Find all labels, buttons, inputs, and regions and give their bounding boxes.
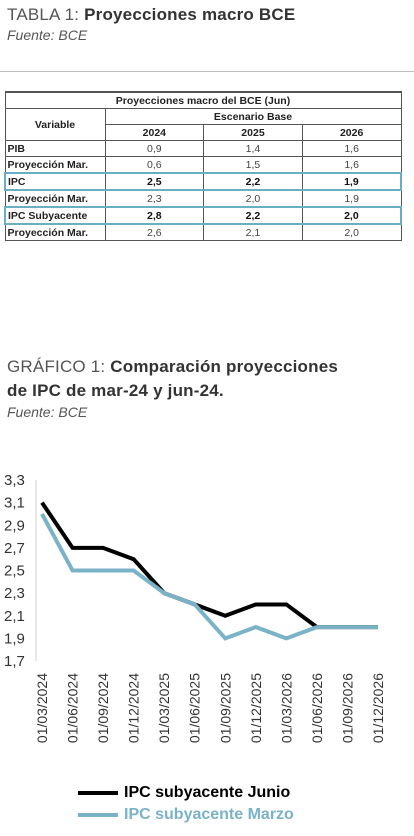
cell-value: 2,0 [301,206,402,225]
table-row: Proyección Mar. 2,3 2,0 1,9 [4,189,402,208]
y-tick-label: 2,5 [4,563,25,580]
y-tick-label: 3,3 [4,472,25,489]
cell-value: 1,5 [203,156,303,174]
legend-item-marzo: IPC subyacente Marzo [78,804,294,826]
table-title-main: Proyecciones macro BCE [84,5,296,24]
table-row: PIB 0,9 1,4 1,6 [4,140,402,157]
cell-value: 0,9 [104,140,205,157]
cell-value: 1,6 [301,140,402,157]
x-tick-label: 01/12/2024 [126,673,142,743]
ipc-projections-chart: 1,71,92,12,32,52,72,93,13,3 01/03/2024 01… [4,472,386,743]
table-row: Proyección Mar. 0,6 1,5 1,6 [4,156,402,174]
legend-item-junio: IPC subyacente Junio [78,782,294,804]
y-axis: 1,7 1,9 2,1 2,3 2,5 2,7 2,9 3,1 3,3 [4,472,37,670]
x-tick-label: 01/06/2025 [187,673,203,743]
y-tick-label: 1,9 [4,630,25,647]
x-tick-label: 01/03/2025 [156,673,172,743]
x-tick-label: 01/03/2026 [278,673,294,743]
x-tick-label: 01/09/2025 [217,673,233,743]
cell-value: 0,6 [104,156,205,174]
x-tick-label: 01/09/2026 [339,673,355,743]
chart-title-line1: Comparación proyecciones [110,357,339,376]
year-header-2024: 2024 [104,124,205,141]
y-tick-label: 3,1 [4,495,25,512]
table-title: TABLA 1: Proyecciones macro BCE [7,4,295,26]
table-caption: Proyecciones macro del BCE (Jun) [4,91,402,109]
legend-label-junio: IPC subyacente Junio [124,784,291,801]
variable-header: Variable [4,108,106,141]
x-tick-label: 01/09/2024 [95,673,111,743]
section-divider [0,71,414,72]
x-tick-label: 01/12/2025 [248,673,264,743]
row-label: PIB [4,140,106,157]
cell-value: 1,9 [301,189,402,208]
x-tick-label: 01/12/2026 [370,673,386,743]
x-tick-label: 01/03/2024 [34,673,50,743]
table-title-lead: TABLA 1: [7,5,85,24]
cell-value: 2,0 [203,189,303,208]
cell-value: 2,0 [301,223,402,241]
cell-value: 2,8 [104,206,205,225]
year-header-2025: 2025 [203,124,303,141]
y-tick-label: 1,7 [4,653,25,670]
row-label: Proyección Mar. [4,156,106,174]
table-source: Fuente: BCE [7,27,88,43]
y-tick-label: 2,9 [4,517,25,534]
y-tick-label: 2,7 [4,540,25,557]
series-line-marzo [40,512,378,641]
cell-value: 2,2 [203,206,303,225]
table-row-highlighted: IPC 2,5 2,2 1,9 [4,172,402,191]
cell-value: 2,3 [104,189,205,208]
cell-value: 1,6 [301,156,402,174]
legend-label-marzo: IPC subyacente Marzo [124,806,294,823]
chart-title-block: GRÁFICO 1: Comparación proyecciones de I… [7,355,338,420]
cell-value: 2,2 [203,172,303,191]
cell-value: 2,6 [104,223,205,241]
year-header-2026: 2026 [301,124,402,141]
table-title-block: TABLA 1: Proyecciones macro BCE Fuente: … [7,4,295,43]
row-label: Proyección Mar. [4,189,106,208]
x-tick-label: 01/06/2024 [65,673,81,743]
table-row-highlighted: IPC Subyacente 2,8 2,2 2,0 [4,206,402,225]
x-axis: 01/03/2024 01/06/2024 01/09/2024 01/12/2024… [34,673,386,743]
y-tick-label: 2,3 [4,585,25,602]
chart-legend: IPC subyacente Junio IPC subyacente Marz… [78,782,294,826]
legend-swatch-junio [78,791,118,795]
row-label: Proyección Mar. [4,223,106,241]
chart-title-lead: GRÁFICO 1: [7,357,111,376]
series-line-junio [40,501,378,630]
series-lines [40,501,378,641]
legend-swatch-marzo [78,813,118,817]
table-row: Proyección Mar. 2,6 2,1 2,0 [4,223,402,241]
y-tick-label: 2,1 [4,608,25,625]
cell-value: 1,9 [301,172,402,191]
chart-title-line2: de IPC de mar-24 y jun-24. [7,381,224,400]
x-tick-label: 01/06/2026 [309,673,325,743]
scenario-header: Escenario Base [104,108,402,125]
row-label: IPC Subyacente [4,206,106,225]
cell-value: 1,4 [203,140,303,157]
chart-title: GRÁFICO 1: Comparación proyecciones de I… [7,355,338,403]
cell-value: 2,1 [203,223,303,241]
cell-value: 2,5 [104,172,205,191]
chart-source: Fuente: BCE [7,404,88,420]
macro-projections-table: Proyecciones macro del BCE (Jun) Variabl… [4,91,402,241]
row-label: IPC [4,172,106,191]
